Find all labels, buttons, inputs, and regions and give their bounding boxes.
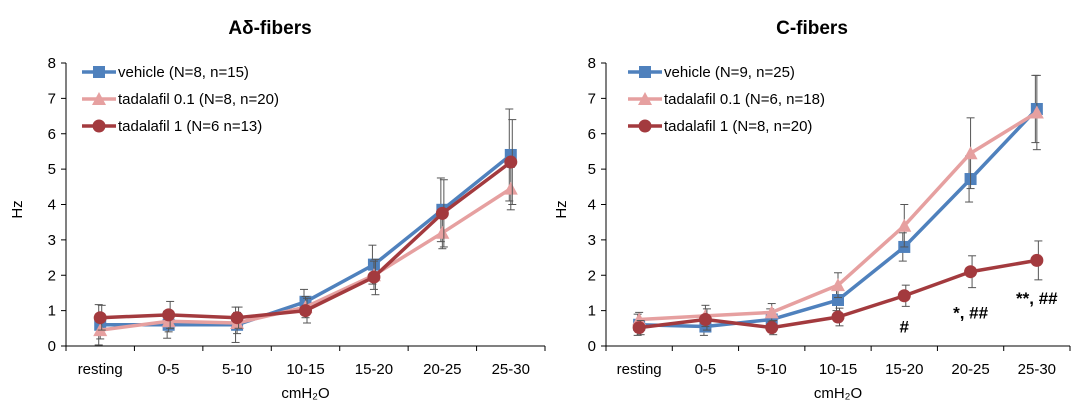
y-tick-label: 0 bbox=[48, 338, 56, 355]
legend-entry: tadalafil 0.1 (N=6, n=18) bbox=[628, 91, 825, 108]
chart-panel-1: Aδ-fibers 0 1 2 3 4 5 6 7 8 resting 0-5 5-10 10-15 15-… bbox=[9, 18, 546, 402]
legend-marker-square bbox=[93, 66, 105, 78]
data-point-circle bbox=[698, 312, 712, 326]
data-point-circle bbox=[964, 265, 978, 279]
y-tick-label: 6 bbox=[588, 126, 596, 143]
y-tick-label: 0 bbox=[588, 338, 596, 355]
y-tick-label: 1 bbox=[588, 303, 596, 320]
data-point-triangle bbox=[831, 278, 845, 292]
legend-entry: tadalafil 1 (N=6 n=13) bbox=[82, 118, 262, 135]
data-point-circle bbox=[1030, 253, 1044, 267]
data-point-circle bbox=[831, 310, 845, 324]
legend-entry: tadalafil 1 (N=8, n=20) bbox=[628, 118, 812, 135]
x-tick-label: 25-30 bbox=[492, 361, 530, 378]
x-tick-label: 20-25 bbox=[951, 361, 989, 378]
legend-label: tadalafil 1 (N=6 n=13) bbox=[118, 118, 262, 135]
chart-panel-2: C-fibers 0 1 2 3 4 5 6 7 8 resting 0-5 5-10 10-15 15-2… bbox=[553, 18, 1071, 402]
y-tick-label: 7 bbox=[588, 90, 596, 107]
y-tick-label: 3 bbox=[588, 232, 596, 249]
legend-label: tadalafil 1 (N=8, n=20) bbox=[664, 118, 812, 135]
x-tick-label: 5-10 bbox=[222, 361, 252, 378]
y-tick-label: 6 bbox=[48, 126, 56, 143]
legend-label: vehicle (N=8, n=15) bbox=[118, 64, 249, 81]
x-tick-label: 5-10 bbox=[757, 361, 787, 378]
y-tick-label: 5 bbox=[588, 161, 596, 178]
legend-marker-triangle bbox=[638, 92, 652, 105]
data-point-circle bbox=[765, 321, 779, 335]
legend-entry: tadalafil 0.1 (N=8, n=20) bbox=[82, 91, 279, 108]
x-tick-label: 10-15 bbox=[286, 361, 324, 378]
x-tick-label: 0-5 bbox=[158, 361, 180, 378]
legend-entry: vehicle (N=9, n=25) bbox=[628, 64, 795, 81]
significance-annotation: *, ## bbox=[953, 303, 989, 322]
series-circle-3 bbox=[632, 240, 1044, 336]
series-line bbox=[100, 160, 512, 320]
data-point-circle bbox=[504, 155, 518, 169]
significance-annotation: # bbox=[900, 318, 910, 337]
data-point-triangle bbox=[963, 146, 978, 160]
legend-marker-square bbox=[639, 66, 651, 78]
data-point-circle bbox=[230, 311, 244, 325]
data-point-triangle bbox=[897, 218, 912, 232]
legend-marker-circle bbox=[638, 119, 652, 133]
data-point-circle bbox=[435, 206, 449, 220]
chart-title: C-fibers bbox=[776, 18, 848, 39]
x-axis-label: cmH₂O bbox=[281, 385, 329, 402]
x-tick-label: resting bbox=[78, 361, 123, 378]
data-point-triangle bbox=[435, 225, 450, 239]
y-tick-label: 3 bbox=[48, 232, 56, 249]
y-axis-label: Hz bbox=[9, 200, 26, 218]
x-tick-label: resting bbox=[617, 361, 662, 378]
data-point-circle bbox=[93, 311, 107, 325]
x-tick-label: 15-20 bbox=[885, 361, 923, 378]
y-tick-label: 4 bbox=[48, 197, 56, 214]
legend-entry: vehicle (N=8, n=15) bbox=[82, 64, 249, 81]
y-tick-label: 7 bbox=[48, 90, 56, 107]
x-tick-label: 10-15 bbox=[819, 361, 857, 378]
data-point-circle bbox=[367, 270, 381, 284]
legend-marker-triangle bbox=[92, 92, 106, 105]
x-tick-label: 25-30 bbox=[1018, 361, 1056, 378]
legend-label: tadalafil 0.1 (N=8, n=20) bbox=[118, 91, 279, 108]
y-axis-label: Hz bbox=[553, 200, 570, 218]
legend-label: tadalafil 0.1 (N=6, n=18) bbox=[664, 91, 825, 108]
data-point-triangle bbox=[764, 305, 779, 319]
series-triangle-2 bbox=[632, 74, 1044, 328]
data-point-circle bbox=[897, 289, 911, 303]
x-tick-label: 0-5 bbox=[695, 361, 717, 378]
data-point-triangle bbox=[503, 181, 518, 195]
legend-label: vehicle (N=9, n=25) bbox=[664, 64, 795, 81]
series-circle-3 bbox=[93, 119, 518, 331]
data-point-circle bbox=[162, 308, 176, 322]
data-point-square bbox=[832, 294, 844, 307]
x-axis-label: cmH₂O bbox=[814, 385, 862, 402]
y-tick-label: 4 bbox=[588, 197, 596, 214]
legend-marker-circle bbox=[92, 119, 106, 133]
data-point-triangle bbox=[1029, 105, 1044, 119]
significance-annotation: **, ## bbox=[1016, 289, 1058, 308]
data-point-circle bbox=[632, 321, 646, 335]
x-tick-label: 20-25 bbox=[423, 361, 461, 378]
y-tick-label: 1 bbox=[48, 303, 56, 320]
x-tick-label: 15-20 bbox=[355, 361, 393, 378]
y-tick-label: 2 bbox=[588, 267, 596, 284]
y-tick-label: 2 bbox=[48, 267, 56, 284]
chart-title: Aδ-fibers bbox=[228, 18, 311, 39]
y-tick-label: 5 bbox=[48, 161, 56, 178]
y-tick-label: 8 bbox=[588, 55, 596, 72]
y-tick-label: 8 bbox=[48, 55, 56, 72]
data-point-circle bbox=[299, 304, 312, 318]
